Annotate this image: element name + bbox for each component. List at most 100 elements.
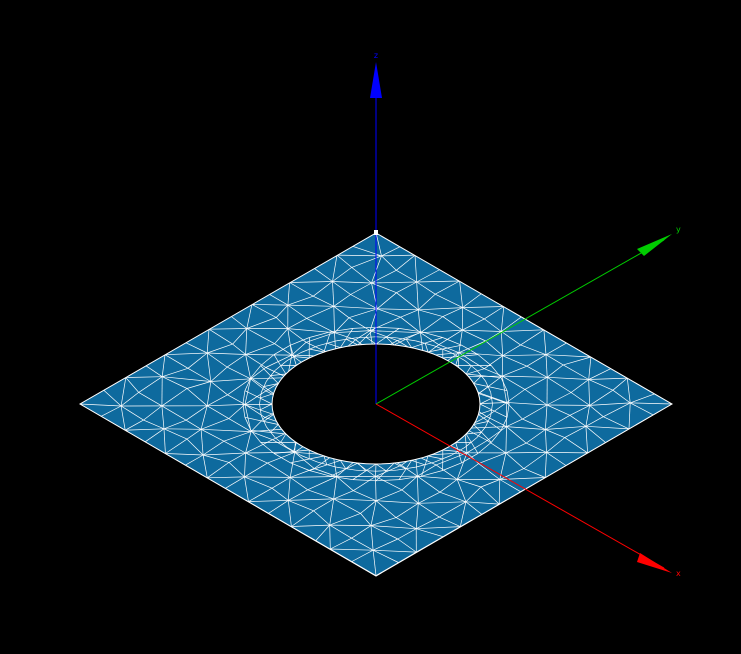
mesh-edge <box>125 428 165 431</box>
mesh-edge <box>372 549 399 563</box>
mesh-edge <box>502 375 526 390</box>
mesh-edge <box>333 306 350 318</box>
mesh-edge <box>438 393 468 405</box>
mesh-edge <box>438 376 459 395</box>
mesh-edge <box>280 433 287 443</box>
mesh-edge <box>421 470 443 477</box>
mesh-edge <box>435 293 463 308</box>
mesh-edge <box>291 524 330 527</box>
mesh-edge <box>293 442 297 452</box>
mesh-edge <box>271 477 291 489</box>
mesh-edge <box>393 462 407 470</box>
mesh-edge <box>375 233 382 256</box>
mesh-edge <box>329 524 372 526</box>
mesh-edge <box>245 431 252 454</box>
mesh-edge <box>227 378 251 396</box>
mesh-edge <box>251 304 277 318</box>
mesh-edge <box>340 338 347 348</box>
mesh-edge <box>498 479 501 505</box>
mesh-edge <box>523 452 547 469</box>
mesh-edge <box>311 356 337 371</box>
mesh-edge <box>465 486 482 503</box>
mesh-edge <box>289 281 333 283</box>
mesh-edge <box>589 389 614 406</box>
mesh-edge <box>585 426 588 453</box>
mesh-edge <box>329 513 361 526</box>
mesh-edge <box>372 538 398 551</box>
mesh-edge <box>353 394 375 402</box>
mesh-edge <box>491 397 510 405</box>
mesh-edge <box>501 331 521 346</box>
mesh-edge <box>415 503 419 529</box>
mesh-edge <box>418 309 443 317</box>
mesh-edge <box>334 377 372 381</box>
mesh-edge <box>185 419 202 430</box>
coordinate-axes: z y x <box>370 51 681 578</box>
mesh-edge <box>502 365 528 377</box>
mesh-edge <box>288 489 308 501</box>
mesh-edge <box>313 295 334 307</box>
mesh-edge <box>369 330 421 334</box>
mesh-edge <box>165 453 204 456</box>
mesh-edge <box>545 404 548 430</box>
mesh-edge <box>465 501 482 515</box>
mesh-edge <box>207 476 245 479</box>
mesh-edge <box>308 377 336 391</box>
mesh-edge <box>569 405 590 416</box>
mesh-edge <box>473 421 489 425</box>
mesh-edge <box>351 255 382 268</box>
mesh-edge <box>501 376 507 403</box>
mesh-edge <box>381 246 401 257</box>
mesh-edge <box>415 428 425 456</box>
mesh-edge <box>478 452 507 464</box>
mesh-edge <box>333 294 351 307</box>
mesh-edge <box>418 403 468 406</box>
mesh-edge <box>455 442 459 452</box>
mesh-edge <box>411 342 426 348</box>
mesh-edge <box>200 429 204 456</box>
mesh-edge <box>348 317 371 331</box>
mesh-edge <box>442 307 463 317</box>
mesh-edge <box>289 452 296 478</box>
mesh-edge <box>334 356 337 378</box>
mesh-edge <box>393 428 425 440</box>
mesh-edge <box>307 476 337 491</box>
mesh-edge <box>458 352 485 369</box>
mesh-edge <box>569 415 587 427</box>
mesh-edge <box>438 403 468 417</box>
mesh-edge <box>355 330 371 340</box>
mesh-edge <box>630 402 654 416</box>
mesh-edge <box>479 403 493 411</box>
mesh-edge <box>263 421 279 425</box>
x-axis-line <box>375 403 665 569</box>
mesh-edge <box>310 429 333 442</box>
mesh-edge <box>202 440 225 456</box>
mesh-edge <box>295 427 311 442</box>
mesh-edge <box>164 352 208 356</box>
mesh-edge <box>275 304 289 318</box>
mesh-edge <box>357 462 367 472</box>
mesh-edge <box>332 255 338 282</box>
mesh-edge <box>424 455 429 466</box>
mesh-edge <box>421 331 443 338</box>
mesh-edge <box>442 316 463 331</box>
mesh-edge <box>223 431 252 442</box>
mesh-edge <box>546 392 572 406</box>
mesh-edge <box>287 304 334 307</box>
mesh-edge <box>330 468 347 477</box>
mesh-edge <box>502 375 548 378</box>
mesh-edge <box>397 404 419 420</box>
mesh-edge <box>480 479 500 488</box>
mesh-edge <box>486 402 507 417</box>
mesh-edge <box>291 342 307 356</box>
mesh-edge <box>138 376 163 393</box>
mesh-edge <box>435 452 468 466</box>
mesh-edge <box>421 464 426 477</box>
mesh-edge <box>381 254 416 257</box>
mesh-edge <box>335 403 356 420</box>
mesh-edge <box>245 354 266 368</box>
mesh-edge <box>435 280 460 295</box>
mesh-edge <box>466 440 488 454</box>
mesh-edge <box>162 376 188 389</box>
